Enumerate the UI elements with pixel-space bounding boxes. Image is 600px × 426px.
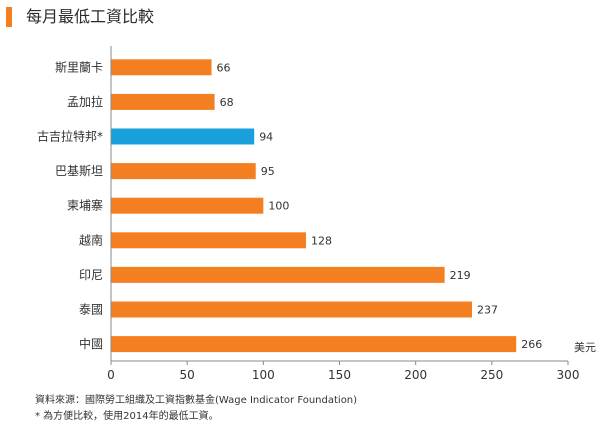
x-tick-label: 300 (557, 368, 580, 382)
data-label: 237 (477, 304, 498, 317)
source-note: 資料來源：國際勞工組織及工資指數基金(Wage Indicator Founda… (35, 395, 358, 406)
data-label: 128 (311, 234, 332, 247)
category-label: 古吉拉特邦* (37, 129, 103, 144)
x-tick-label: 100 (252, 368, 275, 382)
bar (111, 93, 215, 110)
x-tick-label: 250 (480, 368, 503, 382)
x-tick-label: 50 (180, 368, 195, 382)
category-label: 印尼 (79, 268, 103, 282)
data-label: 266 (521, 338, 542, 351)
category-label: 斯里蘭卡 (55, 60, 103, 74)
bar (111, 336, 517, 353)
category-label: 越南 (79, 232, 103, 247)
category-label: 孟加拉 (67, 94, 103, 109)
category-label: 柬埔寨 (67, 198, 103, 213)
data-label: 66 (217, 61, 231, 74)
bar (111, 128, 255, 145)
category-label: 巴基斯坦 (55, 164, 103, 178)
bar (111, 232, 306, 249)
bar (111, 197, 264, 214)
bar (111, 266, 445, 283)
x-tick-label: 150 (328, 368, 351, 382)
bar (111, 59, 212, 76)
x-tick-label: 200 (404, 368, 427, 382)
category-label: 中國 (79, 336, 103, 351)
category-label: 泰國 (79, 303, 103, 317)
data-label: 219 (450, 269, 471, 282)
title-accent-bar (6, 7, 12, 27)
unit-label: 美元 (574, 341, 596, 354)
data-label: 94 (259, 131, 273, 144)
data-label: 95 (261, 165, 275, 178)
data-label: 100 (268, 200, 289, 213)
x-tick-label: 0 (107, 368, 115, 382)
data-label: 68 (220, 96, 234, 109)
bar (111, 301, 473, 318)
footnote: * 為方便比較，使用2014年的最低工資。 (35, 411, 219, 422)
bar (111, 163, 256, 180)
chart-title: 每月最低工資比較 (26, 7, 155, 26)
